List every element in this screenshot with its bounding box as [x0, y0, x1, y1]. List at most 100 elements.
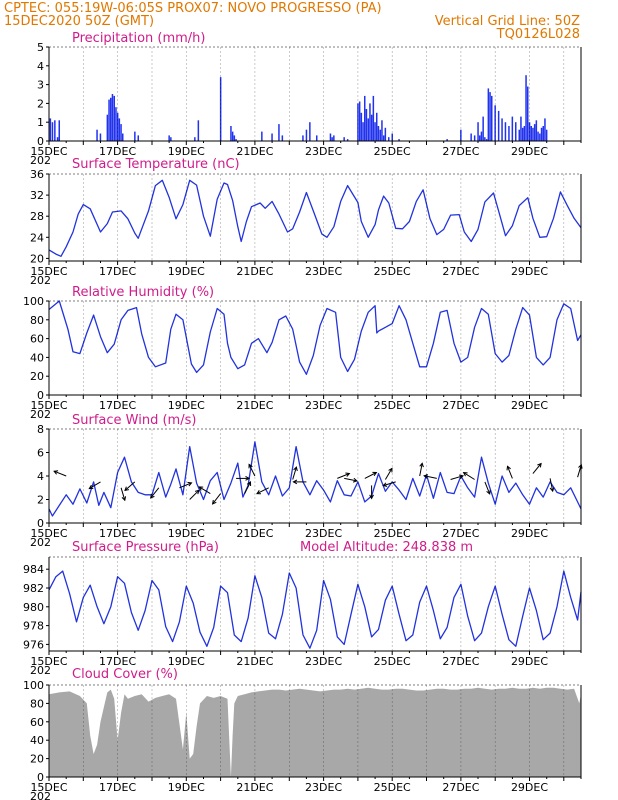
precip-bar: [367, 118, 369, 141]
header-location: CPTEC: 055:19W-06:05S PROX07: NOVO PROGR…: [4, 1, 382, 16]
wind-vector-head: [292, 479, 298, 485]
y-tick-label: 982: [23, 582, 44, 595]
precip-bar: [120, 124, 122, 141]
x-tick-label: 25DEC: [374, 655, 411, 668]
precip-bar: [494, 105, 496, 141]
y-tick-label: 0: [37, 517, 44, 530]
wind-vector: [53, 470, 67, 477]
panel-frame: [48, 429, 582, 524]
wind-vector: [450, 475, 464, 480]
wind-vector-head: [388, 467, 393, 473]
precip-bar: [343, 137, 345, 141]
x-tick-label: 15DEC: [30, 655, 67, 668]
x-tick-label: 23DEC: [305, 655, 342, 668]
precip-bar: [329, 133, 332, 141]
y-tick-label: 32: [30, 189, 44, 202]
precip-bar: [521, 127, 524, 141]
x-tick-label: 23DEC: [305, 527, 342, 540]
wind-vector-head: [211, 499, 217, 505]
x-tick-label: 17DEC: [99, 265, 136, 278]
wind-title: Surface Wind (m/s): [72, 413, 196, 428]
precip-bar: [108, 99, 110, 141]
precip-bar: [96, 129, 98, 141]
precip-bar: [528, 122, 531, 141]
precip-bar: [219, 77, 222, 141]
year-label: 202: [30, 408, 51, 421]
precip-bar: [49, 118, 52, 141]
precip-bar: [523, 126, 526, 141]
wind-vector-head: [345, 472, 351, 477]
precip-bar: [379, 129, 381, 141]
wind-panel: Surface Wind (m/s) 0 2 4 6 8 15DEC 17DEC 19DEC 2…: [30, 413, 583, 549]
precip-bar: [365, 109, 368, 141]
precip-bar: [388, 137, 390, 141]
y-tick-label: 984: [23, 563, 44, 576]
y-tick-label: 80: [30, 697, 44, 710]
precip-bar: [477, 122, 479, 141]
wind-vector: [507, 466, 513, 479]
y-tick-label: 20: [30, 753, 44, 766]
wind-vector: [364, 472, 377, 479]
precip-bar: [111, 94, 114, 141]
precip-bar: [374, 122, 376, 141]
precip-bar: [360, 112, 363, 141]
pressure-panel: Surface Pressure (hPa) Model Altitude: 2…: [23, 540, 582, 677]
precip-bar: [261, 131, 263, 141]
precip-bar: [377, 126, 380, 141]
wind-vector: [189, 489, 200, 500]
wind-vector-head: [458, 474, 465, 479]
x-tick-label: 21DEC: [236, 781, 273, 794]
x-tick-label: 23DEC: [305, 781, 342, 794]
precip-bar: [530, 126, 532, 141]
precip-bar: [511, 116, 514, 141]
precip-bar: [122, 133, 124, 141]
x-tick-label: 29DEC: [511, 399, 548, 412]
precip-bar: [384, 127, 387, 141]
y-tick-label: 40: [30, 734, 44, 747]
wind-vector: [419, 463, 423, 477]
precip-bar: [470, 133, 472, 141]
wind-vector-head: [150, 493, 155, 499]
x-tick-label: 21DEC: [236, 145, 273, 158]
precip-bar: [497, 110, 500, 141]
precip-bar: [532, 127, 534, 141]
temperature-title: Surface Temperature (nC): [72, 157, 240, 172]
temp-series-line: [48, 179, 582, 257]
wind-vector-head: [382, 482, 388, 487]
precip-bar: [520, 116, 522, 141]
x-tick-label: 25DEC: [374, 399, 411, 412]
wind-vector-head: [293, 466, 298, 472]
wind-vector: [484, 481, 491, 495]
precip-bar: [508, 126, 510, 141]
precip-bar: [99, 133, 102, 141]
precip-bar: [545, 129, 548, 141]
wind-vector-head: [486, 489, 491, 495]
x-tick-label: 19DEC: [168, 781, 205, 794]
precip-bar: [170, 137, 172, 141]
x-tick-label: 27DEC: [442, 655, 479, 668]
x-tick-label: 25DEC: [374, 781, 411, 794]
precip-bar: [370, 114, 373, 141]
precip-bar: [271, 133, 273, 141]
y-tick-label: 36: [30, 168, 44, 181]
wind-vector-head: [549, 487, 555, 493]
y-tick-label: 4: [37, 470, 44, 483]
wind-vector-head: [506, 465, 511, 471]
precip-bar: [278, 124, 280, 141]
year-label: 202: [30, 790, 51, 800]
x-tick-label: 23DEC: [305, 145, 342, 158]
wind-vector: [292, 466, 297, 480]
x-tick-label: 29DEC: [511, 265, 548, 278]
wind-vector: [463, 472, 475, 480]
precipitation-panel: Precipitation (mm/h) 0 1 2 3 4 5 15DEC 17DEC 19D…: [30, 31, 582, 167]
panel-frame: [48, 685, 582, 778]
y-tick-label: 80: [30, 314, 44, 327]
humidity-title: Relative Humidity (%): [72, 285, 214, 300]
y-tick-label: 0: [37, 389, 44, 402]
panel-frame: [48, 174, 582, 262]
y-tick-label: 100: [23, 295, 44, 308]
year-label: 202: [30, 274, 51, 287]
y-tick-label: 1: [37, 116, 44, 129]
y-tick-label: 4: [37, 60, 44, 73]
